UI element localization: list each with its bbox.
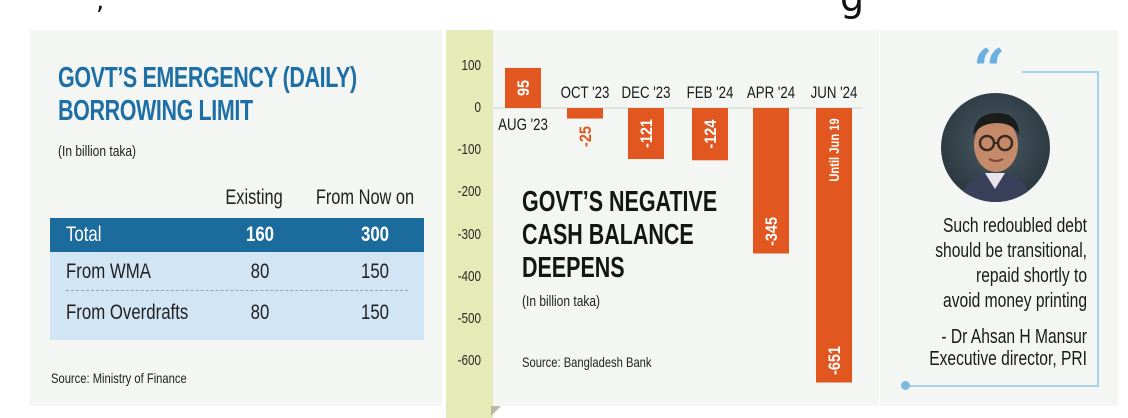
quote-line: should be transitional, [935,240,1087,262]
borrowing-limit-title-line1: GOVT’S EMERGENCY (DAILY) [58,62,357,94]
cash-balance-title-line3: DEEPENS [522,252,625,284]
cash-balance-panel [493,30,879,406]
attribution-title: Executive director, PRI [929,348,1087,370]
quote-text: Such redoubled debt should be transition… [900,214,1087,314]
bar [692,108,728,161]
quote-frame-top [1022,71,1098,73]
bar-value-label: -651 [826,346,844,375]
headline-fragment-comma: , [96,0,105,16]
cash-balance-title: GOVT’S NEGATIVE CASH BALANCE DEEPENS [522,186,717,285]
row-label: From Overdrafts [66,301,189,324]
quote-line: avoid money printing [943,290,1087,312]
quote-attribution: - Dr Ahsan H Mansur Executive director, … [900,326,1087,370]
x-category-label: DEC '23 [622,84,671,103]
y-tick-label: -400 [457,267,481,285]
y-tick-label: -200 [457,183,481,201]
axis-corner-marker [491,406,501,416]
quote-open-icon: “ [973,37,1006,103]
borrowing-limit-unit: (In billion taka) [58,143,137,160]
bar [567,108,603,119]
bar-value-label: 95 [515,80,533,96]
bar [505,67,541,108]
bar-value-label: -124 [702,119,720,148]
x-category-label: FEB '24 [687,84,734,103]
cash-balance-chart: AUG '23 95 OCT '23 -25 DEC '23 -121 FEB '24 -12… [493,67,863,383]
row-label: Total [66,223,102,246]
quote-panel [880,30,1118,406]
y-tick-label: 100 [461,56,481,74]
bar-note-label: Until Jun 19 [827,118,842,181]
table-row-wma: From WMA 80 150 [50,252,424,291]
row-label: From WMA [66,260,151,283]
y-tick-label: -100 [457,141,481,159]
quote-frame-right [1097,71,1099,386]
quote-frame-bottom [905,385,1099,387]
bar-value-label: -25 [577,126,595,147]
cell-existing: 80 [250,301,270,324]
bar [753,108,789,254]
table-row-overdrafts: From Overdrafts 80 150 [50,291,424,340]
row-divider [66,290,408,291]
borrowing-limit-title: GOVT’S EMERGENCY (DAILY) BORROWING LIMIT [58,62,357,128]
cell-from-now-on: 150 [360,301,390,324]
y-tick-label: -500 [457,309,481,327]
borrowing-limit-source: Source: Ministry of Finance [51,370,187,386]
headline-fragment-descender: g [840,0,864,20]
borrowing-limit-title-line2: BORROWING LIMIT [58,95,253,127]
quote-line: repaid shortly to [976,265,1087,287]
avatar [941,93,1050,202]
bar-value-label: -121 [638,119,656,148]
cash-balance-title-line1: GOVT’S NEGATIVE [522,186,718,218]
cell-existing: 80 [250,260,270,283]
bar [628,108,664,160]
cell-existing: 160 [245,223,275,246]
y-axis-strip: 100 0 -100 -200 -300 -400 -500 -600 [446,30,493,418]
cell-from-now-on: 150 [360,260,390,283]
quote-frame-dot [901,381,910,390]
attribution-name: - Dr Ahsan H Mansur [941,326,1087,348]
y-tick-label: 0 [474,99,481,116]
cash-balance-unit: (In billion taka) [522,293,601,310]
cash-balance-source: Source: Bangladesh Bank [522,354,652,370]
x-category-label: AUG '23 [498,116,548,135]
column-header-existing: Existing [225,186,283,209]
x-category-label: JUN '24 [811,84,858,103]
bar-group: AUG '23 95 OCT '23 -25 DEC '23 -121 FEB '24 -12… [498,67,858,383]
bar [816,108,852,383]
x-category-label: APR '24 [747,84,796,103]
bar-value-label: -345 [763,217,781,246]
quote-line: Such redoubled debt [943,215,1087,237]
x-category-label: OCT '23 [561,84,610,103]
table-row-total: Total 160 300 [50,218,424,252]
column-header-from-now-on: From Now on [315,186,415,209]
y-tick-label: -600 [457,352,481,369]
cash-balance-title-line2: CASH BALANCE [522,219,694,251]
y-tick-label: -300 [457,225,481,243]
borrowing-limit-table: Total 160 300 From WMA 80 150 From Overd… [50,218,424,340]
portrait-illustration [961,113,1031,202]
cell-from-now-on: 300 [360,223,390,246]
